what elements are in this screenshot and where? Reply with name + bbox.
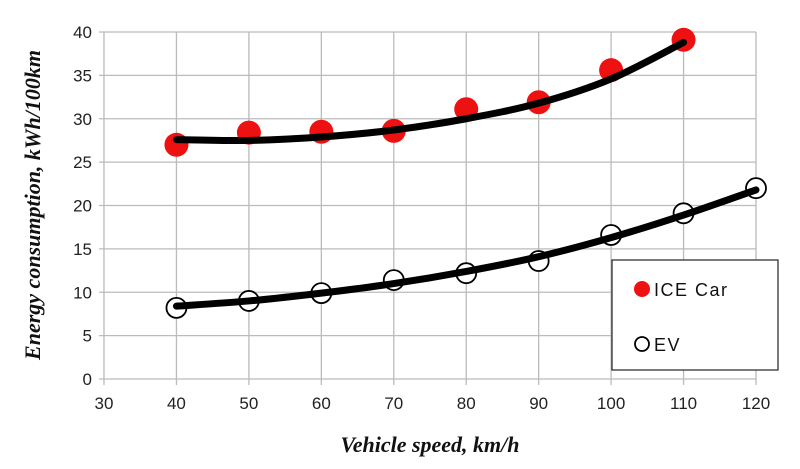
x-tick-label: 120 <box>742 394 770 413</box>
ev-trendline <box>172 186 760 310</box>
trendlines <box>172 38 760 310</box>
x-tick-label: 50 <box>239 394 258 413</box>
tick-labels: 30 40 50 60 70 80 90 100 110 120 0 5 10 15 20 25 30 35 40 <box>73 23 770 413</box>
y-tick-label: 5 <box>83 327 92 346</box>
x-tick-label: 40 <box>167 394 186 413</box>
x-tick-label: 90 <box>529 394 548 413</box>
y-tick-label: 25 <box>73 153 92 172</box>
y-tick-label: 40 <box>73 23 92 42</box>
legend-box <box>611 259 779 371</box>
y-tick-label: 20 <box>73 197 92 216</box>
legend-marker-ice <box>634 281 650 297</box>
legend-label-ice: ICE Car <box>654 280 729 300</box>
y-tick-label: 30 <box>73 110 92 129</box>
legend-label-ev: EV <box>654 335 681 355</box>
ice-trendline <box>172 38 688 145</box>
y-tick-label: 10 <box>73 283 92 302</box>
y-tick-label: 35 <box>73 66 92 85</box>
y-tick-label: 0 <box>83 370 92 389</box>
x-axis-title: Vehicle speed, km/h <box>340 432 519 457</box>
x-tick-label: 70 <box>384 394 403 413</box>
legend: ICE Car EV <box>611 259 779 371</box>
x-tick-label: 100 <box>597 394 625 413</box>
x-tick-label: 30 <box>95 394 114 413</box>
x-tick-label: 80 <box>457 394 476 413</box>
x-tick-label: 60 <box>312 394 331 413</box>
legend-marker-ev <box>634 336 650 352</box>
y-axis-title: Energy consumption, kWh/100km <box>20 50 45 361</box>
y-tick-label: 15 <box>73 240 92 259</box>
x-tick-label: 110 <box>670 394 697 413</box>
